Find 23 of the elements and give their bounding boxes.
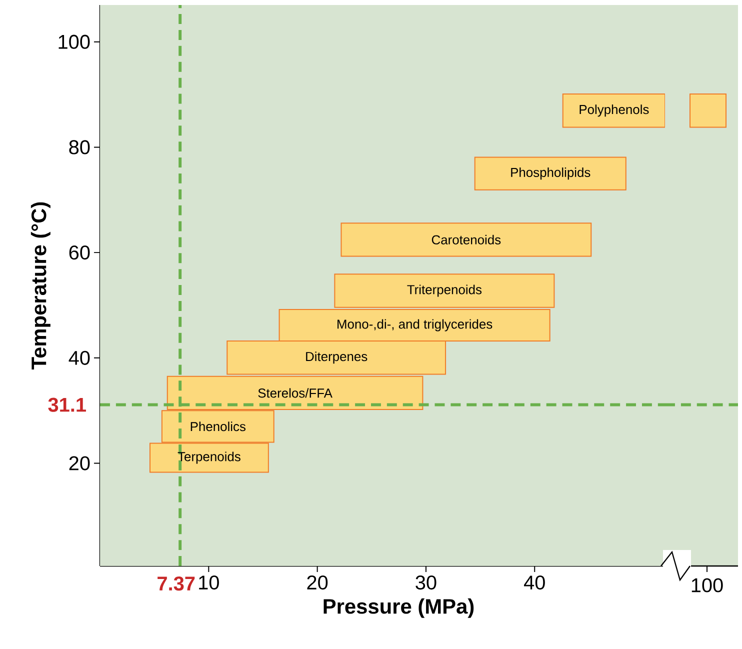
ref-line-label: 31.1 <box>48 398 86 412</box>
x-tick-label: 20 <box>307 575 328 590</box>
annotation: Sterelos/FFA <box>258 388 332 398</box>
y-axis-title: Temperature (°C) <box>30 202 50 370</box>
ref-line-label: 7.37 <box>158 576 195 591</box>
text: 100 <box>692 578 723 592</box>
y-tick-label: 80 <box>69 140 90 154</box>
annotation: Diterpenes <box>306 352 368 364</box>
y-tick-label: 100 <box>58 34 90 49</box>
annotation: Mono-,di-, and triglycerides <box>338 319 492 332</box>
x-tick-label: 30 <box>416 575 436 590</box>
x-axis-title: Pressure (MPa) <box>324 598 474 618</box>
y-tick-label: 20 <box>69 456 90 470</box>
x-tick-label: 40 <box>524 575 545 590</box>
y-tick-label: 40 <box>68 350 90 365</box>
y-tick-label: 60 <box>69 246 90 260</box>
annotation: Phenolics <box>190 422 246 432</box>
x-tick-label: 10 <box>199 575 219 590</box>
annotation: Terpenoids <box>178 452 240 464</box>
annotation: Triterpenoids <box>407 284 482 297</box>
annotation: Carotenoids <box>432 234 501 244</box>
annotation: Phospholipids <box>511 168 590 180</box>
annotation: Polyphenols <box>580 104 649 117</box>
